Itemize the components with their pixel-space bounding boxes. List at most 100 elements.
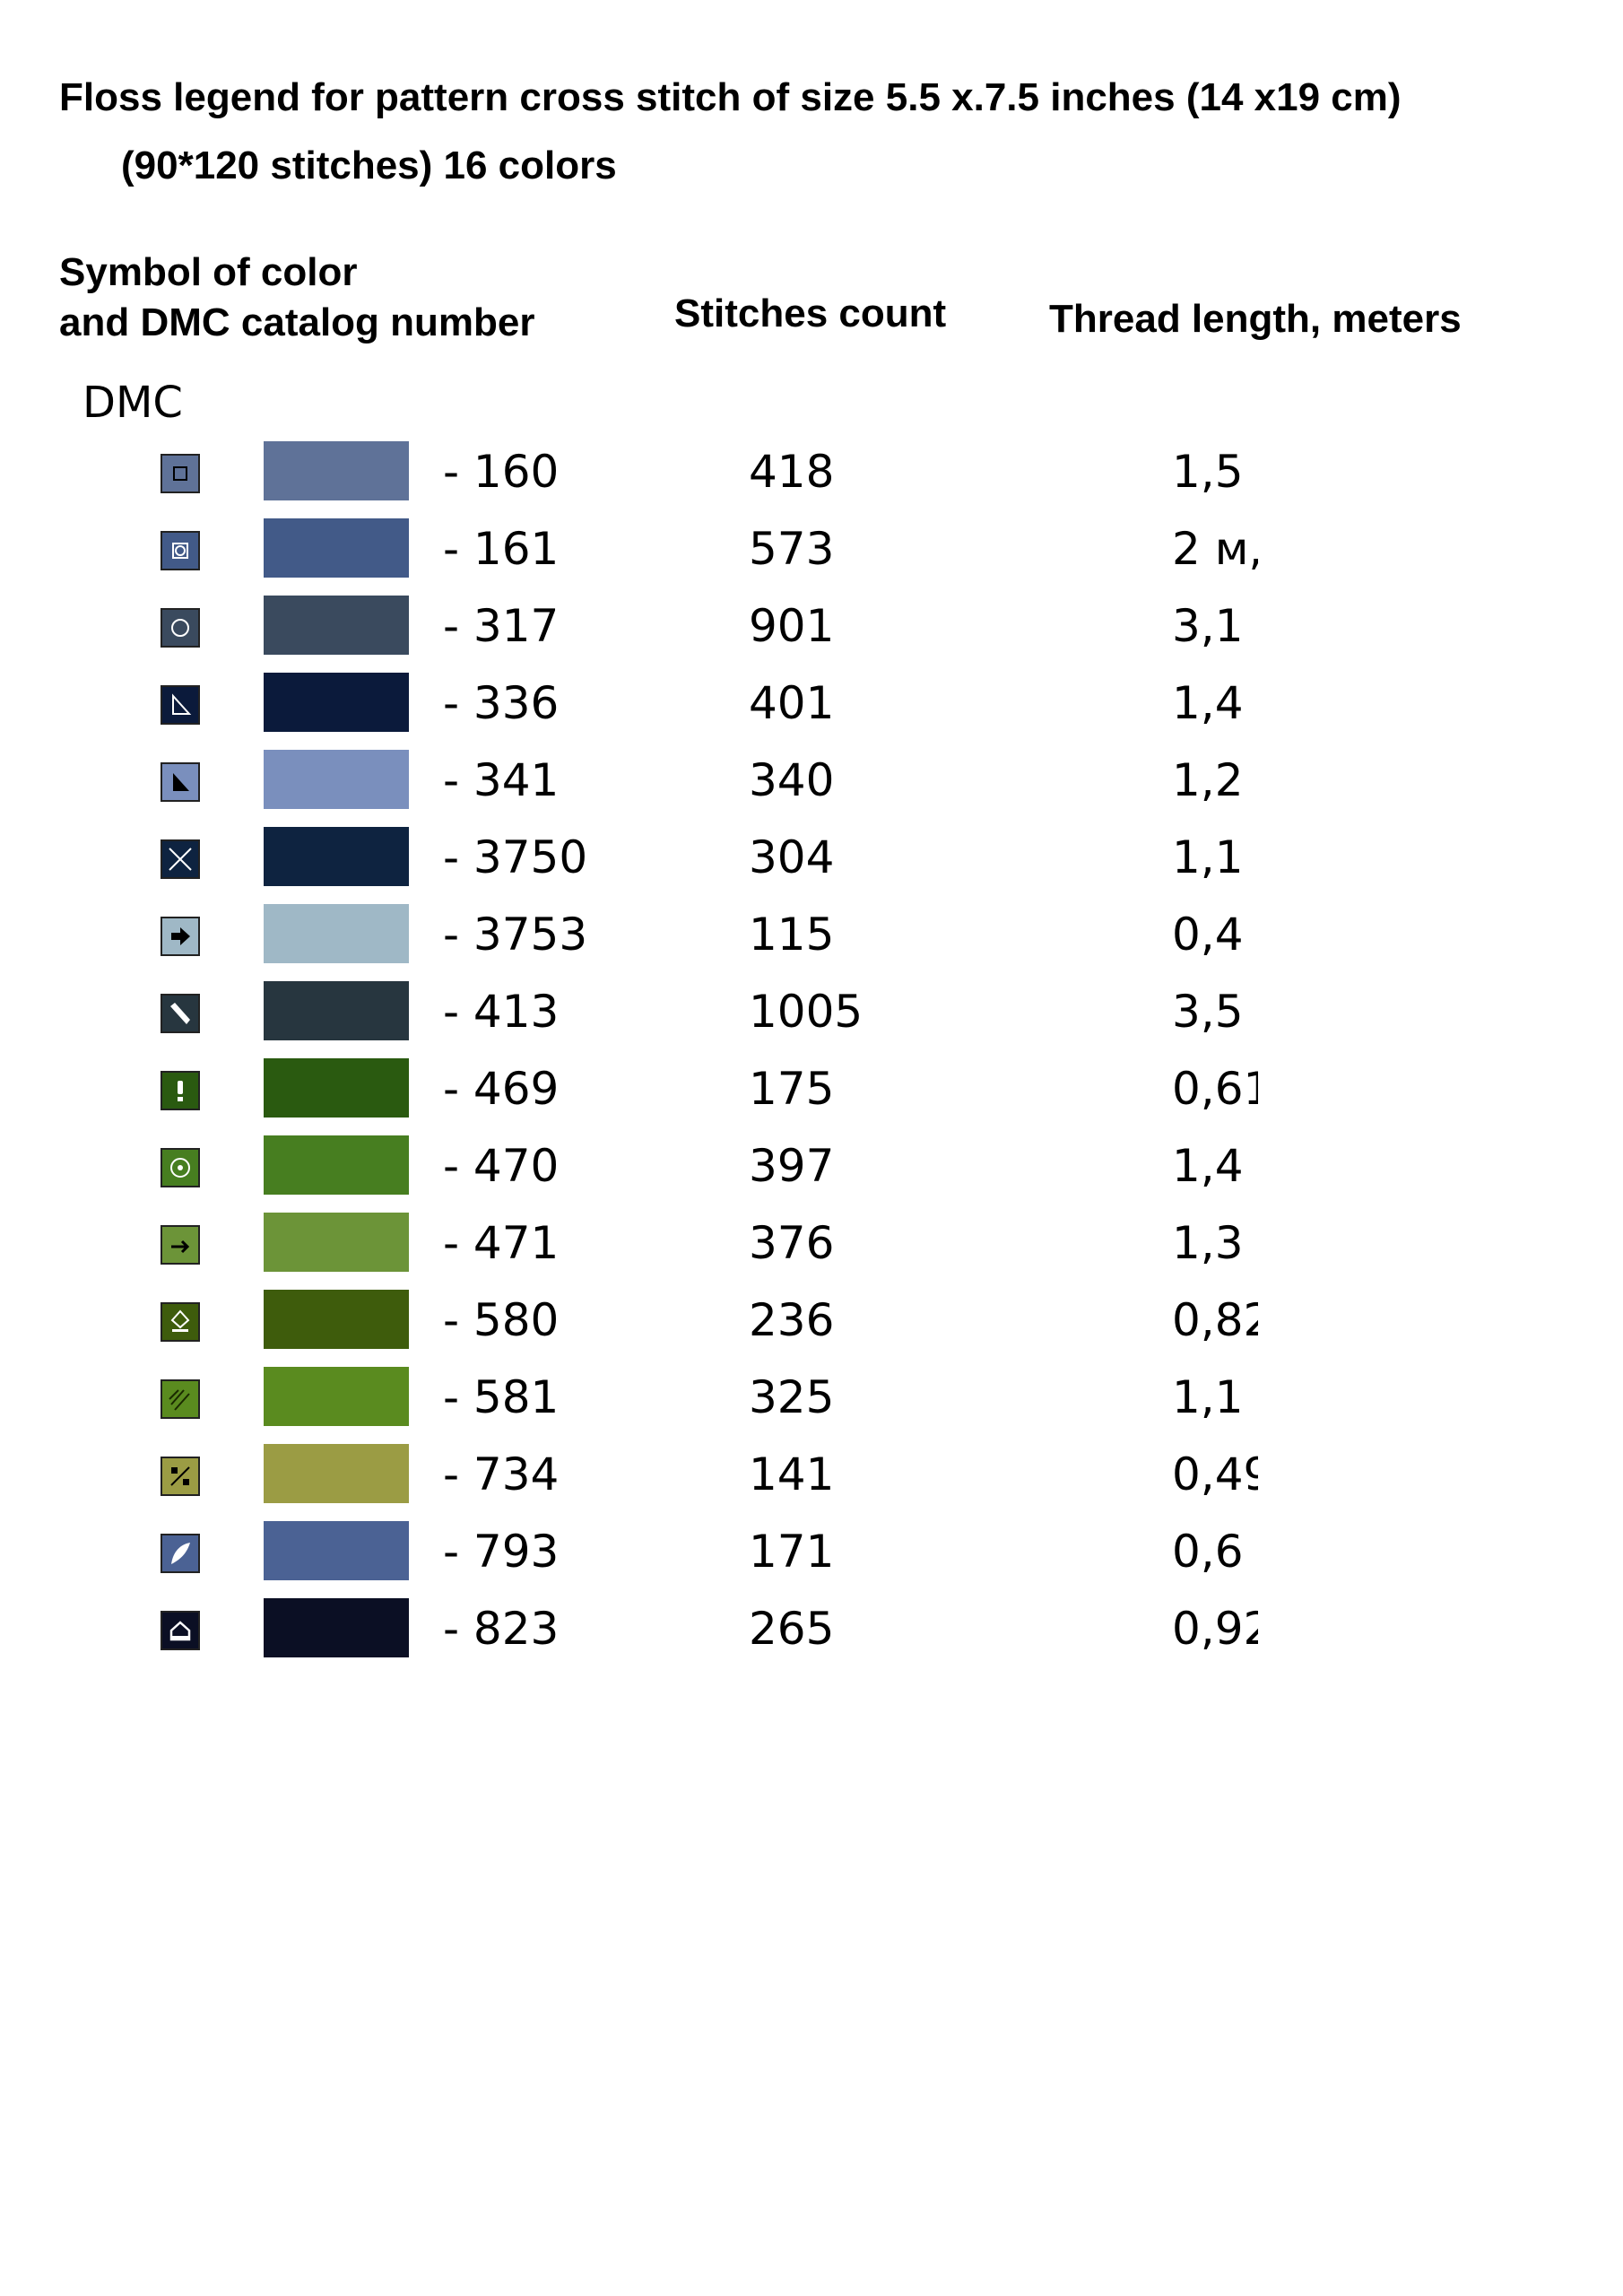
stitch-count: 418	[749, 446, 835, 498]
header-symbol-line1: Symbol of color	[59, 250, 358, 294]
header-stitches: Stitches count	[674, 291, 947, 335]
dmc-number: - 3750	[443, 831, 588, 883]
circle-outline-icon	[161, 608, 200, 648]
stitch-count: 573	[749, 523, 835, 575]
header-symbol: Symbol of color and DMC catalog number	[59, 248, 535, 348]
dmc-number: - 823	[443, 1603, 560, 1655]
triangle-outline-icon	[161, 685, 200, 725]
legend-row: - 580 236 0,82	[0, 1288, 1623, 1365]
legend-title: Floss legend for pattern cross stitch of…	[59, 75, 1402, 119]
legend-row: - 160 418 1,5 м	[0, 439, 1623, 517]
dmc-number: - 336	[443, 677, 560, 729]
color-swatch	[264, 518, 409, 578]
thread-length: 0,49	[1172, 1448, 1258, 1500]
legend-row: - 471 376 1,3 м	[0, 1211, 1623, 1288]
thread-length: 1,5 м	[1172, 446, 1258, 498]
diamond-cup-icon	[161, 1302, 200, 1342]
dmc-number: - 471	[443, 1217, 560, 1269]
legend-row: - 341 340 1,2 м	[0, 748, 1623, 825]
thread-length: 0,82	[1172, 1294, 1258, 1346]
color-swatch	[264, 750, 409, 809]
legend-row: - 581 325 1,1 м	[0, 1365, 1623, 1442]
arrow-right-filled-icon	[161, 917, 200, 956]
x-cross-icon	[161, 839, 200, 879]
color-swatch	[264, 1213, 409, 1272]
thread-length: 0,6 м	[1172, 1526, 1258, 1578]
stitch-count: 141	[749, 1448, 835, 1500]
slash-filled-icon	[161, 994, 200, 1033]
thread-length: 1,3 м	[1172, 1217, 1258, 1269]
legend-row: - 470 397 1,4 м	[0, 1134, 1623, 1211]
brand-label: DMC	[82, 378, 183, 428]
legend-row: - 734 141 0,49	[0, 1442, 1623, 1519]
thread-length: 0,61	[1172, 1063, 1258, 1115]
dmc-number: - 161	[443, 523, 560, 575]
dmc-number: - 413	[443, 986, 560, 1038]
color-swatch	[264, 1521, 409, 1580]
color-swatch	[264, 904, 409, 963]
thread-length: 0,92	[1172, 1603, 1258, 1655]
exclamation-icon	[161, 1071, 200, 1110]
circle-dot-icon	[161, 1148, 200, 1187]
house-outline-icon	[161, 1611, 200, 1650]
color-swatch	[264, 827, 409, 886]
percent-icon	[161, 1457, 200, 1496]
stitch-count: 397	[749, 1140, 835, 1192]
thread-length: 2 м,	[1172, 523, 1258, 575]
dmc-number: - 734	[443, 1448, 560, 1500]
dmc-number: - 3753	[443, 909, 588, 961]
color-swatch	[264, 1367, 409, 1426]
color-swatch	[264, 981, 409, 1040]
color-swatch	[264, 1444, 409, 1503]
triangle-filled-icon	[161, 762, 200, 802]
dmc-number: - 580	[443, 1294, 560, 1346]
stitch-count: 376	[749, 1217, 835, 1269]
color-swatch	[264, 673, 409, 732]
legend-row: - 3750 304 1,1 м	[0, 825, 1623, 902]
double-slash-icon	[161, 1379, 200, 1419]
color-swatch	[264, 441, 409, 500]
color-swatch	[264, 1598, 409, 1657]
thread-length: 1,4 м	[1172, 677, 1258, 729]
stitch-count: 901	[749, 600, 835, 652]
leaf-icon	[161, 1534, 200, 1573]
dmc-number: - 341	[443, 754, 560, 806]
thread-length: 3,5 м	[1172, 986, 1258, 1038]
stitch-count: 236	[749, 1294, 835, 1346]
stitch-count: 171	[749, 1526, 835, 1578]
thread-length: 1,1 м	[1172, 831, 1258, 883]
dmc-number: - 317	[443, 600, 560, 652]
color-swatch	[264, 596, 409, 655]
thread-length: 1,1 м	[1172, 1371, 1258, 1423]
stitch-count: 325	[749, 1371, 835, 1423]
square-outline-icon	[161, 454, 200, 493]
thread-length: 1,2 м	[1172, 754, 1258, 806]
legend-row: - 823 265 0,92	[0, 1596, 1623, 1674]
stitch-count: 304	[749, 831, 835, 883]
color-swatch	[264, 1135, 409, 1195]
dmc-number: - 470	[443, 1140, 560, 1192]
square-circle-icon	[161, 531, 200, 570]
header-symbol-line2: and DMC catalog number	[59, 300, 535, 344]
stitch-count: 340	[749, 754, 835, 806]
legend-row: - 317 901 3,1 м	[0, 594, 1623, 671]
legend-row: - 161 573 2 м,	[0, 517, 1623, 594]
stitch-count: 401	[749, 677, 835, 729]
legend-row: - 3753 115 0,4 м	[0, 902, 1623, 979]
legend-subtitle: (90*120 stitches) 16 colors	[121, 144, 617, 187]
dmc-number: - 793	[443, 1526, 560, 1578]
header-thread: Thread length, meters	[1049, 297, 1462, 341]
stitch-count: 115	[749, 909, 835, 961]
color-swatch	[264, 1290, 409, 1349]
dmc-number: - 469	[443, 1063, 560, 1115]
arrow-right-icon	[161, 1225, 200, 1265]
thread-length: 1,4 м	[1172, 1140, 1258, 1192]
dmc-number: - 581	[443, 1371, 560, 1423]
thread-length: 3,1 м	[1172, 600, 1258, 652]
legend-row: - 336 401 1,4 м	[0, 671, 1623, 748]
legend-row: - 469 175 0,61	[0, 1057, 1623, 1134]
stitch-count: 265	[749, 1603, 835, 1655]
stitch-count: 1005	[749, 986, 864, 1038]
color-swatch	[264, 1058, 409, 1118]
